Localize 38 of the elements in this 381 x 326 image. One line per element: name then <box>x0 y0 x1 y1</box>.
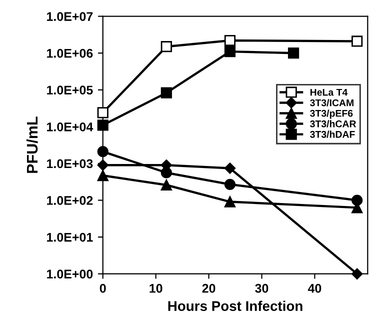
legend-label: 3T3/pEF6 <box>310 110 353 119</box>
point <box>224 46 236 58</box>
y-tick-label: 1.0E+03 <box>47 159 93 168</box>
point <box>160 179 172 191</box>
point <box>97 107 108 118</box>
point <box>160 167 172 178</box>
point <box>288 48 300 59</box>
legend-label: 3T3/hCAR <box>310 120 356 128</box>
point <box>352 194 363 206</box>
x-tick-label: 0 <box>100 284 106 293</box>
y-tick-label: 1.0E+06 <box>47 48 93 58</box>
legend-label: 3T3/ICAM <box>310 99 354 106</box>
point <box>224 162 236 174</box>
y-tick-label: 1.0E+00 <box>47 270 93 278</box>
y-tick-label: 1.0E+07 <box>47 12 93 21</box>
point <box>97 160 108 171</box>
y-tick-label: 1.0E+04 <box>47 122 94 132</box>
point <box>224 178 236 190</box>
point <box>224 34 236 46</box>
point <box>351 268 363 280</box>
x-axis-title: Hours Post Infection <box>168 300 302 311</box>
point <box>352 36 363 47</box>
y-tick-label: 1.0E+01 <box>47 232 93 242</box>
y-tick-label: 1.0E+05 <box>47 86 93 95</box>
point <box>97 146 108 158</box>
legend-label: 3T3/hDAF <box>310 130 355 138</box>
y-tick-label: 1.0E+02 <box>47 196 93 205</box>
point <box>160 87 172 98</box>
x-tick-label: 30 <box>255 284 268 293</box>
legend-label: HeLa T4 <box>310 88 348 96</box>
y-axis-title: PFU/mL <box>26 116 38 173</box>
point <box>97 120 108 131</box>
x-tick-label: 20 <box>202 284 216 293</box>
point <box>97 170 108 182</box>
point <box>160 41 172 52</box>
x-tick-label: 10 <box>150 284 162 293</box>
point <box>224 196 236 208</box>
x-tick-label: 40 <box>308 284 322 293</box>
